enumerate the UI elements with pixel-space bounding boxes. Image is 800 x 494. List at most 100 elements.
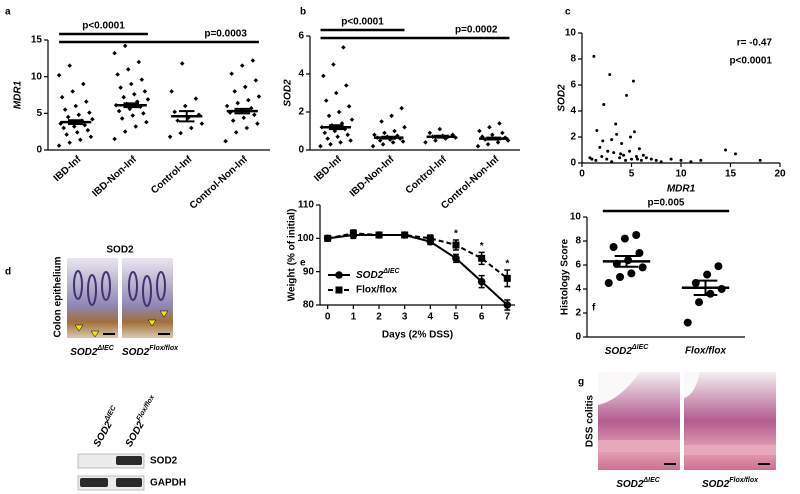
marker: [401, 231, 409, 239]
data-point: [252, 112, 257, 118]
data-point: [610, 160, 614, 164]
data-point: [87, 110, 92, 115]
data-point: [620, 142, 624, 145]
band-label: SOD2: [150, 456, 178, 467]
data-point: [399, 105, 404, 111]
data-point: [125, 67, 131, 72]
data-point: [714, 262, 723, 271]
marker: [426, 234, 434, 242]
data-point: [145, 97, 151, 102]
ihc-image: [67, 258, 118, 338]
y-tick-label: 10: [31, 71, 43, 82]
data-point: [338, 140, 343, 145]
error-bar: [67, 119, 84, 125]
data-point: [122, 129, 128, 134]
significance-star: *: [454, 229, 458, 240]
legend-label-main: SOD2: [356, 270, 384, 281]
data-point: [382, 130, 387, 136]
panel-letter: d: [5, 267, 11, 278]
data-point: [223, 138, 228, 144]
x-tick-label: Control-Inf: [404, 154, 450, 197]
data-point: [689, 160, 693, 164]
data-point: [619, 152, 623, 156]
significance-star: *: [480, 241, 484, 252]
ihc-images: [67, 258, 173, 338]
y-tick-label: 6: [298, 31, 304, 42]
legend-label: Flox/flox: [356, 285, 398, 296]
image-label-sup: Flox/flox: [149, 345, 179, 352]
lane-label: SOD2Flox/flox: [122, 393, 162, 449]
data-point: [641, 153, 645, 157]
y-axis-label: SOD2: [557, 84, 568, 112]
data-point: [336, 109, 342, 115]
y-axis-label: SOD2: [283, 79, 294, 107]
data-point: [325, 136, 330, 141]
data-point: [121, 94, 126, 100]
y-tick-label: 0: [36, 145, 42, 156]
data-point: [346, 104, 352, 109]
image-label: SOD2Flox/flox: [122, 345, 179, 358]
data-point: [71, 124, 77, 129]
data-point: [65, 114, 71, 120]
y-tick-label: 6: [575, 260, 581, 271]
marker: [452, 241, 460, 249]
data-point: [624, 158, 628, 162]
data-point: [112, 136, 117, 142]
y-tick-label: 6: [570, 80, 576, 91]
data-point: [139, 77, 145, 82]
data-point: [695, 298, 704, 307]
y-tick-label: 0: [575, 332, 581, 343]
data-point: [178, 130, 183, 136]
data-point: [616, 273, 625, 281]
data-point: [594, 158, 598, 162]
data-point: [629, 135, 633, 139]
y-tick-label: 8: [570, 54, 576, 65]
data-point: [392, 128, 397, 134]
data-point: [172, 109, 177, 115]
data-point: [85, 127, 91, 133]
data-point: [630, 157, 633, 161]
x-tick-label: Control-Inf: [149, 154, 195, 197]
data-point: [73, 103, 79, 109]
x-tick-label-sup: ΔIEC: [631, 344, 649, 351]
lane-label: SOD2ΔIEC: [90, 404, 123, 449]
x-tick-label-main: SOD2: [605, 346, 633, 357]
marker: [335, 286, 343, 294]
data-point: [475, 143, 481, 149]
error-bar: [433, 134, 449, 139]
data-point: [90, 116, 95, 122]
series-line: [327, 232, 508, 280]
data-point: [67, 63, 72, 68]
legend-label: SOD2ΔIEC: [356, 268, 401, 281]
data-point: [500, 130, 505, 136]
panel-title: SOD2: [106, 245, 134, 256]
y-tick-label: 2: [575, 308, 581, 319]
data-point: [136, 59, 142, 65]
p-value: p=0.0002: [455, 25, 498, 36]
x-tick-label: 0: [579, 169, 585, 180]
x-tick-label: IBD-Non-Inf: [90, 154, 139, 200]
panel-letter: c: [565, 7, 571, 18]
x-axis-label: MDR1: [667, 184, 696, 195]
data-point: [638, 263, 647, 272]
data-point: [348, 138, 353, 143]
annotation: r= -0.47: [737, 38, 773, 49]
data-point: [390, 140, 396, 145]
data-point: [122, 43, 128, 49]
data-point: [683, 318, 692, 327]
x-tick-label: Flox/flox: [685, 346, 727, 357]
image-label-sup: ΔIEC: [642, 477, 660, 484]
data-point: [132, 92, 137, 97]
y-tick-label: 0: [298, 145, 304, 156]
data-point: [255, 121, 260, 126]
data-point: [622, 153, 626, 157]
data-point: [78, 137, 83, 142]
x-tick-label: SOD2ΔIEC: [605, 344, 650, 357]
y-tick-label: 10: [570, 212, 582, 223]
data-point: [321, 73, 326, 79]
data-point: [322, 130, 328, 136]
lane-label-main: SOD2: [123, 419, 146, 448]
data-point: [229, 71, 234, 76]
data-point: [328, 142, 333, 147]
